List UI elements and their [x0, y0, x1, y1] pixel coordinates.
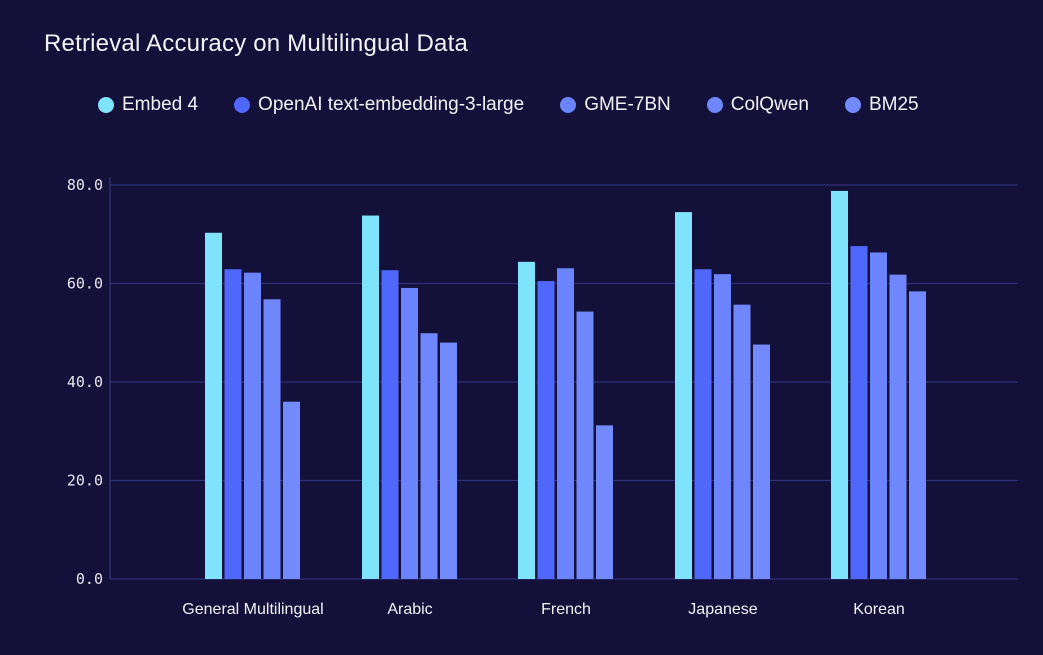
- x-tick-label: French: [541, 601, 591, 618]
- legend-swatch: [98, 97, 114, 113]
- x-tick-label: Japanese: [688, 601, 757, 618]
- x-tick-label: Arabic: [387, 601, 432, 618]
- bar: [518, 261, 535, 579]
- legend: Embed 4 OpenAI text-embedding-3-large GME-…: [98, 94, 955, 116]
- legend-label: Embed 4: [122, 94, 199, 115]
- bar: [714, 274, 731, 579]
- legend-label: GME-7BN: [584, 94, 671, 115]
- bar: [850, 246, 868, 579]
- legend-item: ColQwen: [706, 94, 809, 116]
- y-tick-label: 0.0: [76, 570, 103, 588]
- bar: [224, 269, 242, 579]
- bar: [694, 269, 712, 579]
- legend-label: ColQwen: [730, 94, 809, 115]
- bar: [831, 190, 848, 579]
- bar: [420, 333, 438, 579]
- bar: [596, 425, 613, 579]
- bar: [576, 311, 594, 579]
- y-tick-label: 60.0: [67, 275, 103, 293]
- bar: [537, 281, 555, 579]
- y-tick-label: 80.0: [67, 176, 103, 194]
- bar: [205, 232, 222, 579]
- bar: [283, 401, 300, 579]
- y-tick-label: 40.0: [67, 373, 103, 391]
- bar: [733, 304, 751, 579]
- legend-swatch: [706, 97, 723, 113]
- bar: [557, 268, 574, 579]
- legend-item: GME-7BN: [560, 94, 671, 116]
- bar: [440, 342, 457, 579]
- bar: [401, 287, 418, 579]
- bar: [244, 272, 261, 579]
- legend-swatch: [560, 97, 577, 113]
- x-tick-label: General Multilingual: [182, 601, 323, 618]
- bar: [753, 344, 770, 579]
- bar: [381, 270, 399, 579]
- y-tick-label: 20.0: [67, 472, 103, 490]
- legend-item: Embed 4: [98, 94, 198, 116]
- bar: [675, 212, 692, 579]
- bar: [263, 299, 281, 579]
- legend-label: BM25: [868, 94, 919, 115]
- legend-swatch: [234, 97, 251, 113]
- legend-item: OpenAI text-embedding-3-large: [234, 94, 524, 116]
- bar: [870, 252, 887, 579]
- x-tick-label: Korean: [853, 601, 905, 618]
- bar: [889, 274, 907, 579]
- legend-item: BM25: [844, 94, 919, 116]
- legend-label: OpenAI text-embedding-3-large: [258, 94, 525, 115]
- bar: [909, 291, 926, 579]
- legend-swatch: [844, 97, 861, 113]
- chart-title: Retrieval Accuracy on Multilingual Data: [44, 30, 468, 57]
- bar: [362, 215, 379, 579]
